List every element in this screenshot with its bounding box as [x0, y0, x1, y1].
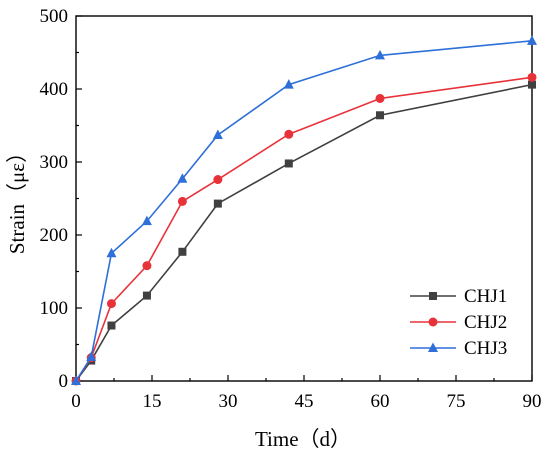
data-point-chj3	[283, 79, 294, 89]
data-point-chj1	[528, 80, 536, 89]
data-point-chj1	[284, 159, 293, 168]
data-point-chj1	[376, 111, 384, 120]
data-point-chj3	[141, 215, 152, 226]
legend: CHJ1 CHJ2 CHJ3	[410, 286, 507, 359]
data-point-chj2	[375, 93, 385, 103]
data-point-chj1	[107, 321, 116, 330]
x-tick-label: 0	[71, 391, 81, 412]
legend-marker-chj3	[428, 342, 438, 352]
data-point-chj2	[213, 175, 223, 185]
y-tick-label: 400	[40, 79, 69, 100]
data-point-chj1	[213, 199, 222, 208]
data-point-chj3	[71, 375, 81, 385]
y-tick-label: 100	[40, 298, 69, 319]
data-point-chj1	[178, 247, 187, 256]
legend-item-chj3: CHJ3	[410, 338, 507, 359]
x-tick-label: 90	[523, 391, 542, 412]
data-point-chj2	[284, 129, 294, 139]
series-lines	[71, 35, 537, 386]
legend-marker-chj1	[429, 292, 437, 300]
data-point-chj2	[177, 196, 187, 206]
data-point-chj3	[177, 173, 188, 183]
x-tick-label: 30	[219, 391, 238, 412]
y-axis-label: Strain（με）	[5, 142, 29, 254]
data-point-chj3	[212, 129, 223, 139]
x-tick-label: 60	[371, 391, 390, 412]
data-point-chj3	[86, 351, 97, 361]
x-tick-label: 75	[447, 391, 466, 412]
legend-item-chj2: CHJ2	[410, 312, 507, 333]
data-point-chj2	[527, 72, 537, 82]
x-tick-label: 15	[143, 391, 162, 412]
legend-item-chj1: CHJ1	[410, 286, 507, 307]
series-line-chj2	[75, 76, 533, 382]
legend-label-chj1: CHJ1	[464, 286, 507, 307]
data-point-chj2	[106, 299, 116, 309]
x-tick-label: 45	[295, 391, 314, 412]
legend-label-chj3: CHJ3	[464, 338, 507, 359]
y-tick-label: 500	[40, 6, 69, 27]
data-point-chj1	[142, 291, 151, 300]
data-point-chj2	[142, 261, 152, 271]
y-tick-label: 0	[59, 371, 69, 392]
data-point-chj3	[106, 247, 117, 258]
axes: 0 15 30 45 60 75 90 0 100 200 300 400 500	[40, 6, 542, 412]
data-point-chj3	[527, 35, 537, 45]
series-chj3	[71, 35, 537, 385]
legend-marker-chj2	[428, 317, 438, 327]
y-tick-label: 300	[40, 152, 69, 173]
y-tick-label: 200	[40, 225, 69, 246]
legend-label-chj2: CHJ2	[464, 312, 507, 333]
data-point-chj3	[375, 49, 385, 60]
x-axis-label: Time（d）	[255, 427, 351, 451]
